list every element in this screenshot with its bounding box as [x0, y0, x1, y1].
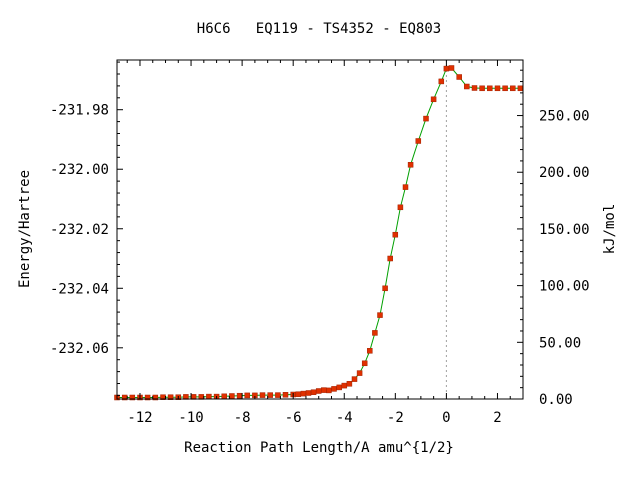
data-points [114, 65, 524, 401]
data-point [438, 78, 445, 85]
data-point [382, 285, 388, 292]
data-point [430, 96, 437, 103]
data-point [397, 204, 404, 211]
data-point [361, 360, 368, 367]
data-point [479, 85, 485, 92]
y2-tick-label: 50.00 [539, 335, 581, 351]
data-point [300, 390, 307, 397]
data-point [494, 85, 501, 92]
data-point [443, 65, 450, 72]
data-point [367, 348, 373, 354]
data-point [321, 387, 327, 393]
data-point [341, 382, 348, 389]
series-line [117, 67, 521, 398]
y2-tick-label: 0.00 [539, 392, 573, 408]
chart-title: H6C6 EQ119 - TS4352 - EQ803 [197, 21, 441, 37]
y2-axis-ticks: 0.00 50.00 100.00 150.00 200.00 250.00 [517, 69, 590, 408]
y-tick-label: -232.00 [50, 162, 109, 178]
data-point [510, 85, 516, 92]
y-tick-label: -231.98 [50, 103, 109, 119]
data-point [502, 85, 508, 92]
y2-tick-label: 100.00 [539, 279, 590, 295]
y2-tick-label: 200.00 [539, 165, 590, 181]
data-point [236, 392, 243, 399]
data-point [517, 85, 524, 92]
data-point [407, 162, 414, 168]
data-point [331, 386, 337, 392]
x-axis-ticks: -12 -10 -8 -6 -4 -2 0 2 [126, 60, 524, 426]
x-tick-label: -8 [234, 410, 251, 426]
data-point [351, 376, 358, 382]
data-point [275, 392, 281, 398]
data-point [346, 381, 353, 387]
data-point [471, 85, 478, 91]
data-point [229, 393, 235, 399]
data-point [372, 330, 378, 336]
data-point [244, 392, 250, 399]
plot-frame [116, 59, 524, 400]
data-point [267, 392, 273, 398]
y2-axis-label: kJ/mol [602, 204, 618, 255]
y2-tick-label: 150.00 [539, 222, 590, 238]
data-point [295, 391, 302, 397]
data-point [415, 138, 422, 144]
data-point [221, 393, 227, 400]
data-point [206, 393, 212, 400]
data-point [282, 392, 289, 398]
x-tick-label: -4 [336, 410, 353, 426]
y-tick-label: -232.02 [50, 222, 109, 238]
y-tick-label: -232.06 [50, 341, 109, 357]
data-point [456, 74, 462, 80]
x-tick-label: 2 [493, 410, 501, 426]
data-point [402, 184, 409, 190]
data-point [315, 388, 322, 394]
data-point [448, 65, 455, 71]
data-point [387, 255, 393, 262]
x-tick-label: -10 [178, 410, 203, 426]
data-point [392, 231, 399, 238]
data-point [326, 387, 332, 394]
data-point [305, 390, 312, 396]
data-point [464, 83, 470, 90]
x-tick-label: -2 [387, 410, 404, 426]
data-point [310, 389, 317, 395]
data-point [336, 384, 342, 391]
y-tick-label: -232.04 [50, 281, 109, 297]
x-axis-label: Reaction Path Length/A amu^{1/2} [184, 440, 454, 456]
data-point [129, 394, 136, 401]
y-axis-label: Energy/Hartree [17, 170, 33, 288]
data-point [377, 312, 383, 318]
x-tick-label: 0 [442, 410, 450, 426]
data-point [259, 392, 266, 398]
y2-tick-label: 250.00 [539, 109, 590, 125]
y-axis-ticks: -231.98 -232.00 -232.02 -232.04 -232.06 [50, 61, 123, 396]
x-tick-label: -6 [285, 410, 302, 426]
data-point [423, 115, 429, 122]
plot-border [116, 59, 524, 400]
data-point [144, 394, 151, 401]
data-point [356, 370, 363, 376]
data-point [167, 394, 174, 400]
energy-curve [117, 67, 521, 398]
data-point [487, 85, 493, 92]
x-tick-label: -12 [127, 410, 152, 426]
